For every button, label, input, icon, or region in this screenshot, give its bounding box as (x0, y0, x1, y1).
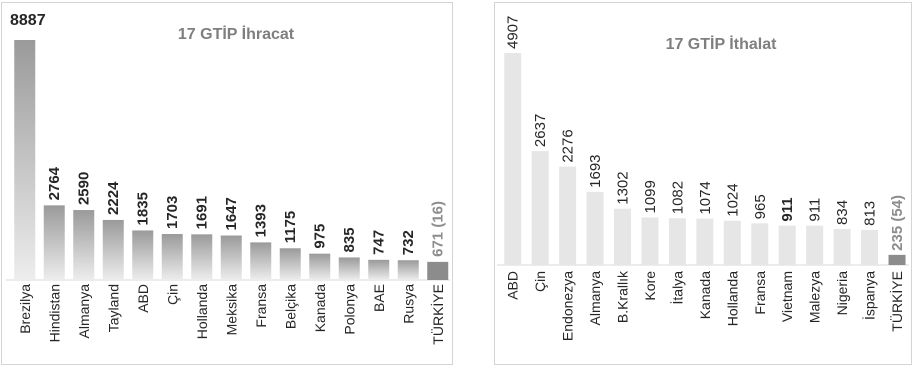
import-value-label: 834 (834, 200, 851, 225)
import-bar (641, 217, 659, 265)
export-bar (161, 234, 183, 280)
export-bar (309, 253, 331, 280)
export-value-label: 8887 (10, 12, 46, 29)
export-category-label: Fransa (253, 284, 269, 328)
export-value-label: 1647 (223, 197, 240, 230)
import-bar (751, 223, 769, 265)
import-category-label: İspanya (861, 271, 878, 320)
import-bar (861, 229, 879, 265)
export-bar (368, 259, 390, 280)
export-bar (43, 205, 65, 280)
import-bar (888, 254, 906, 265)
export-category-label: Belçika (282, 284, 298, 329)
import-chart: 17 GTİP İthalat 4907 ABD 2637 Çin 2276 Endone… (497, 16, 909, 341)
export-value-label: 975 (312, 224, 329, 249)
import-value-label: 911 (779, 197, 796, 221)
export-bar (397, 260, 419, 280)
import-value-label: 1099 (642, 180, 659, 213)
import-category-label: Kore (642, 271, 658, 301)
import-value-label: 1082 (669, 181, 686, 214)
import-bar (806, 225, 824, 265)
export-bar (14, 40, 36, 280)
import-value-label: 1693 (587, 154, 604, 187)
import-bar (778, 225, 796, 265)
export-category-label: Meksika (223, 284, 239, 336)
export-bar (220, 235, 242, 280)
export-category-label: Almanya (76, 284, 92, 339)
import-bar (586, 191, 604, 265)
export-category-label: ABD (135, 284, 151, 313)
export-value-label: 1393 (253, 204, 270, 237)
export-value-label: 2590 (76, 172, 93, 205)
import-value-label: 911 (807, 198, 824, 222)
export-value-label: 732 (400, 230, 417, 255)
import-bar (833, 228, 851, 265)
export-value-label: 747 (371, 230, 388, 255)
import-category-label: Vietnam (779, 271, 795, 322)
export-value-label: 1703 (164, 196, 181, 229)
export-category-label: Hollanda (194, 284, 210, 339)
export-chart-panel: 17 GTİP İhracat 8887 Brezilya 2764 Hindista… (1, 2, 453, 365)
export-category-label: Polonya (341, 284, 357, 335)
import-bar (504, 53, 522, 265)
export-value-label: 1691 (194, 196, 211, 229)
import-value-label: 235 (54) (889, 195, 906, 251)
import-category-label: Fransa (752, 271, 768, 315)
import-category-label: İtalya (668, 271, 685, 305)
import-bar (559, 166, 577, 265)
export-chart-title: 17 GTİP İhracat (178, 25, 295, 43)
import-bar (531, 151, 549, 265)
export-category-label: TÜRKİYE (429, 284, 446, 345)
import-bar (723, 220, 741, 265)
export-bar (250, 242, 272, 280)
export-category-label: Rusya (400, 284, 416, 324)
import-value-label: 2276 (560, 129, 577, 162)
export-bar (427, 261, 449, 280)
export-category-label: Brezilya (17, 284, 33, 334)
export-category-label: Çin (164, 284, 180, 305)
export-bar (279, 248, 301, 280)
import-bar (668, 218, 686, 265)
import-category-label: Hollanda (724, 271, 740, 326)
import-value-label: 1302 (615, 171, 632, 204)
export-bar (73, 210, 95, 280)
import-value-label: 1074 (697, 181, 714, 214)
export-value-label: 1175 (282, 211, 299, 244)
import-category-label: Almanya (587, 271, 603, 326)
import-category-label: B.Krallık (615, 270, 631, 323)
import-bar (614, 208, 632, 265)
import-chart-panel: 17 GTİP İthalat 4907 ABD 2637 Çin 2276 Endone… (494, 2, 912, 365)
export-value-label: 835 (341, 227, 358, 252)
export-value-label: 2224 (105, 181, 122, 215)
export-category-label: Kanada (312, 284, 328, 332)
import-category-label: Nigeria (834, 271, 850, 316)
import-category-label: Kanada (697, 271, 713, 319)
import-bar (696, 218, 714, 265)
import-category-label: ABD (505, 271, 521, 300)
import-value-label: 813 (862, 201, 879, 226)
import-category-label: Endonezya (560, 271, 576, 341)
import-value-label: 4907 (505, 16, 522, 49)
export-category-label: Hindistan (46, 284, 62, 342)
export-category-label: Tayland (105, 284, 121, 332)
import-category-label: Çin (532, 271, 548, 292)
export-value-label: 2764 (46, 166, 63, 200)
export-bar (338, 257, 360, 280)
export-chart: 17 GTİP İhracat 8887 Brezilya 2764 Hindista… (6, 12, 450, 345)
export-bar (102, 219, 124, 280)
import-category-label: Malezya (807, 271, 823, 323)
import-value-label: 1024 (724, 183, 741, 216)
export-bar (132, 230, 154, 280)
export-value-label: 1835 (135, 192, 152, 225)
export-category-label: BAE (371, 284, 387, 312)
export-bar (191, 234, 213, 280)
import-value-label: 2637 (532, 114, 549, 147)
import-chart-title: 17 GTİP İthalat (666, 35, 778, 53)
import-category-label: TÜRKİYE (888, 271, 905, 332)
import-value-label: 965 (752, 194, 769, 219)
export-value-label: 671 (16) (430, 201, 447, 257)
